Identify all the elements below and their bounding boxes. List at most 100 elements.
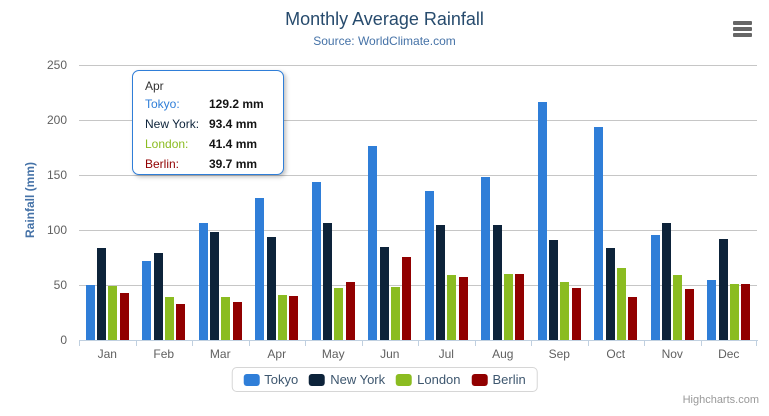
bar-tokyo-nov[interactable] (650, 234, 660, 340)
bar-london-dec[interactable] (729, 283, 739, 340)
bar-tokyo-mar[interactable] (198, 223, 208, 340)
tooltip-series-value: 41.4 mm (209, 137, 258, 151)
bar-new-york-oct[interactable] (605, 248, 615, 340)
tooltip-series-label: New York: (145, 117, 200, 131)
bar-tokyo-dec[interactable] (707, 280, 717, 340)
tooltip: Apr Tokyo: 129.2 mm New York: 93.4 mm London… (132, 70, 284, 175)
legend-swatch-berlin (471, 373, 488, 386)
bar-berlin-apr[interactable] (289, 296, 299, 340)
tooltip-rows: Tokyo: 129.2 mm New York: 93.4 mm London: 41.… (145, 94, 271, 174)
gridline-250 (79, 65, 757, 66)
bar-tokyo-jul[interactable] (424, 190, 434, 340)
x-axis-line (79, 340, 758, 341)
bar-berlin-mar[interactable] (232, 302, 242, 341)
bar-new-york-may[interactable] (323, 223, 333, 340)
gridline-200 (79, 120, 757, 121)
bar-tokyo-oct[interactable] (594, 126, 604, 340)
bar-london-jul[interactable] (447, 275, 457, 340)
bar-new-york-jan[interactable] (97, 248, 107, 340)
bar-berlin-jul[interactable] (458, 276, 468, 340)
x-label-jul: Jul (438, 347, 454, 361)
legend-item-tokyo[interactable]: Tokyo (243, 372, 298, 387)
bar-berlin-aug[interactable] (515, 273, 525, 340)
x-label-oct: Oct (606, 347, 626, 361)
bar-berlin-sep[interactable] (571, 287, 581, 340)
bar-london-mar[interactable] (221, 296, 231, 340)
x-tick (305, 341, 306, 346)
y-label-50: 50 (53, 278, 67, 292)
bar-tokyo-jun[interactable] (368, 146, 378, 340)
x-label-jan: Jan (97, 347, 117, 361)
bar-london-aug[interactable] (503, 274, 513, 340)
y-label-200: 200 (46, 113, 67, 127)
bar-berlin-dec[interactable] (741, 283, 751, 340)
bar-tokyo-aug[interactable] (481, 176, 491, 340)
tooltip-row-tokyo: Tokyo: 129.2 mm (145, 94, 271, 114)
bar-tokyo-apr[interactable] (255, 197, 265, 340)
legend-item-berlin[interactable]: Berlin (471, 372, 526, 387)
bar-new-york-mar[interactable] (210, 231, 220, 340)
x-label-sep: Sep (548, 347, 570, 361)
legend-label-tokyo: Tokyo (264, 372, 299, 387)
x-tick (79, 341, 80, 346)
bar-london-jun[interactable] (390, 286, 400, 340)
bar-new-york-jun[interactable] (379, 247, 389, 341)
bar-london-jan[interactable] (108, 286, 118, 340)
x-tick (700, 341, 702, 346)
x-tick (531, 341, 532, 346)
bar-new-york-jul[interactable] (436, 224, 446, 340)
legend-swatch-tokyo (243, 373, 260, 386)
bar-london-nov[interactable] (673, 274, 683, 340)
x-label-may: May (321, 347, 345, 361)
bar-berlin-jan[interactable] (119, 293, 129, 340)
x-tick (756, 341, 757, 346)
tooltip-series-label: London: (145, 137, 189, 151)
bar-new-york-apr[interactable] (266, 237, 276, 340)
tooltip-series-value: 39.7 mm (209, 157, 258, 171)
bar-new-york-aug[interactable] (492, 225, 502, 340)
bar-tokyo-feb[interactable] (142, 261, 152, 340)
tooltip-row-new-york: New York: 93.4 mm (145, 114, 271, 134)
bar-tokyo-sep[interactable] (537, 102, 547, 340)
bar-berlin-feb[interactable] (176, 303, 186, 340)
bar-new-york-feb[interactable] (153, 253, 163, 340)
bar-london-apr[interactable] (277, 294, 287, 340)
gridline-50 (79, 285, 757, 286)
legend-label-new-york: New York (330, 372, 386, 387)
bar-berlin-nov[interactable] (684, 288, 694, 340)
tooltip-series-label: Tokyo: (145, 97, 180, 111)
x-label-jun: Jun (380, 347, 400, 361)
bar-tokyo-jan[interactable] (85, 285, 95, 340)
x-tick (361, 341, 363, 346)
x-tick (644, 341, 645, 346)
legend-item-london[interactable]: London (396, 372, 461, 387)
credits-link[interactable]: Highcharts.com (682, 394, 759, 406)
x-label-aug: Aug (492, 347, 514, 361)
bar-tokyo-may[interactable] (311, 181, 321, 340)
bar-berlin-oct[interactable] (628, 297, 638, 340)
legend-item-new-york[interactable]: New York (309, 372, 385, 387)
bar-new-york-nov[interactable] (662, 222, 672, 340)
bar-berlin-jun[interactable] (402, 256, 412, 340)
bar-london-oct[interactable] (616, 268, 626, 340)
x-tick (135, 341, 137, 346)
bar-new-york-dec[interactable] (718, 238, 728, 340)
bar-london-feb[interactable] (164, 297, 174, 340)
hamburger-icon (733, 33, 752, 37)
bar-berlin-may[interactable] (345, 282, 355, 340)
export-menu-button[interactable] (733, 21, 752, 37)
tooltip-series-value: 129.2 mm (209, 97, 264, 111)
bar-london-may[interactable] (334, 288, 344, 340)
hamburger-icon (733, 27, 752, 31)
legend-label-berlin: Berlin (492, 372, 526, 387)
x-tick (248, 341, 250, 346)
tooltip-series-value: 93.4 mm (209, 117, 258, 131)
chart-subtitle: Source: WorldClimate.com (313, 34, 456, 48)
bar-london-sep[interactable] (560, 282, 570, 340)
y-label-100: 100 (46, 223, 67, 237)
gridline-150 (79, 175, 757, 176)
bar-new-york-sep[interactable] (549, 239, 559, 340)
x-tick (418, 341, 419, 346)
x-label-apr: Apr (267, 347, 287, 361)
